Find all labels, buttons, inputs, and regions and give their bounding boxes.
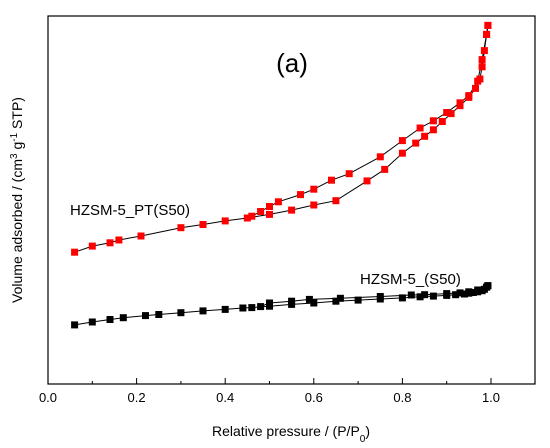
- adsorption-point: [71, 248, 79, 256]
- desorption-point: [328, 176, 335, 184]
- adsorption-point: [71, 321, 79, 329]
- desorption-point: [257, 303, 265, 311]
- adsorption-point: [332, 297, 340, 305]
- desorption-point: [407, 291, 415, 299]
- desorption-point: [266, 203, 273, 210]
- x-tick-label: 0.6: [305, 390, 323, 405]
- x-tick-label: 0.4: [216, 390, 234, 405]
- desorption-point: [421, 291, 429, 299]
- desorption-point: [310, 185, 318, 193]
- desorption-point: [443, 109, 451, 116]
- adsorption-point: [398, 149, 406, 157]
- series-0: [71, 21, 492, 256]
- adsorption-point: [155, 311, 163, 318]
- adsorption-point: [460, 290, 468, 298]
- desorption-point: [376, 293, 384, 300]
- desorption-point: [456, 99, 464, 107]
- desorption-point: [429, 117, 437, 125]
- desorption-point: [465, 92, 473, 100]
- desorption-point: [305, 295, 313, 303]
- adsorption-point: [472, 84, 479, 92]
- desorption-point: [483, 30, 491, 38]
- adsorption-point: [199, 221, 207, 228]
- series-layer: [71, 21, 492, 329]
- adsorption-point: [363, 177, 371, 185]
- panel-label: (a): [276, 48, 308, 78]
- desorption-point: [398, 137, 406, 145]
- adsorption-point: [429, 292, 437, 300]
- desorption-point: [376, 153, 384, 161]
- plot-frame: [47, 15, 536, 385]
- adsorption-point: [142, 312, 149, 320]
- desorption-point: [257, 208, 265, 215]
- adsorption-point: [106, 316, 114, 323]
- adsorption-point: [438, 118, 446, 125]
- desorption-point: [474, 77, 482, 85]
- adsorption-point: [106, 239, 114, 247]
- adsorption-point: [381, 165, 389, 173]
- adsorption-point: [248, 304, 256, 312]
- desorption-point: [266, 299, 273, 307]
- desorption-point: [465, 288, 473, 296]
- adsorption-point: [469, 289, 477, 296]
- adsorption-point: [199, 307, 207, 315]
- adsorption-point: [416, 293, 424, 301]
- x-axis-tick-labels: 0.0 0.2 0.4 0.6 0.8 1.0: [39, 390, 500, 405]
- adsorption-point: [398, 294, 406, 302]
- x-tick-label: 0.2: [128, 390, 146, 405]
- adsorption-point: [478, 63, 486, 71]
- adsorption-point: [119, 314, 127, 322]
- desorption-point: [345, 170, 353, 178]
- x-tick-label: 0.8: [393, 390, 411, 405]
- series-label-pt: HZSM-5_PT(S50): [70, 202, 190, 219]
- adsorption-point: [452, 291, 460, 299]
- adsorption-point: [310, 201, 318, 209]
- x-tick-label: 1.0: [482, 390, 500, 405]
- desorption-point: [288, 297, 296, 305]
- adsorption-point: [429, 126, 437, 134]
- desorption-point: [248, 212, 256, 220]
- adsorption-point: [177, 224, 185, 232]
- series-1: [71, 282, 492, 329]
- adsorption-point: [137, 232, 145, 240]
- desorption-point: [484, 21, 492, 29]
- series-label-base: HZSM-5_(S50): [360, 271, 461, 288]
- desorption-point: [483, 283, 491, 291]
- adsorption-point: [421, 132, 429, 140]
- desorption-point: [297, 191, 304, 199]
- x-axis-ticks: [47, 378, 492, 384]
- desorption-point: [478, 56, 486, 64]
- adsorption-point: [88, 242, 96, 250]
- adsorption-point: [447, 110, 455, 118]
- desorption-point: [336, 294, 344, 302]
- adsorption-point: [221, 305, 229, 313]
- x-axis-title: Relative pressure / (P/P0): [212, 423, 370, 445]
- adsorption-point: [88, 318, 96, 326]
- y-axis-title: Volume adsorbed / (cm3 g-1 STP): [9, 97, 26, 303]
- adsorption-point: [239, 304, 247, 312]
- x-tick-label: 0.0: [39, 390, 57, 405]
- adsorption-point: [412, 139, 420, 147]
- adsorption-point: [177, 309, 185, 317]
- adsorption-point: [310, 299, 318, 307]
- adsorption-point: [243, 214, 251, 222]
- adsorption-point: [480, 47, 488, 55]
- desorption-point: [443, 290, 451, 298]
- desorption-point: [416, 124, 424, 132]
- desorption-point: [274, 198, 282, 206]
- adsorption-point: [221, 217, 229, 225]
- desorption-point: [474, 286, 482, 294]
- adsorption-point: [332, 197, 340, 205]
- desorption-point: [456, 289, 464, 297]
- adsorption-point: [354, 296, 362, 304]
- adsorption-point: [266, 210, 273, 218]
- adsorption-point: [115, 236, 123, 244]
- adsorption-point: [288, 206, 296, 214]
